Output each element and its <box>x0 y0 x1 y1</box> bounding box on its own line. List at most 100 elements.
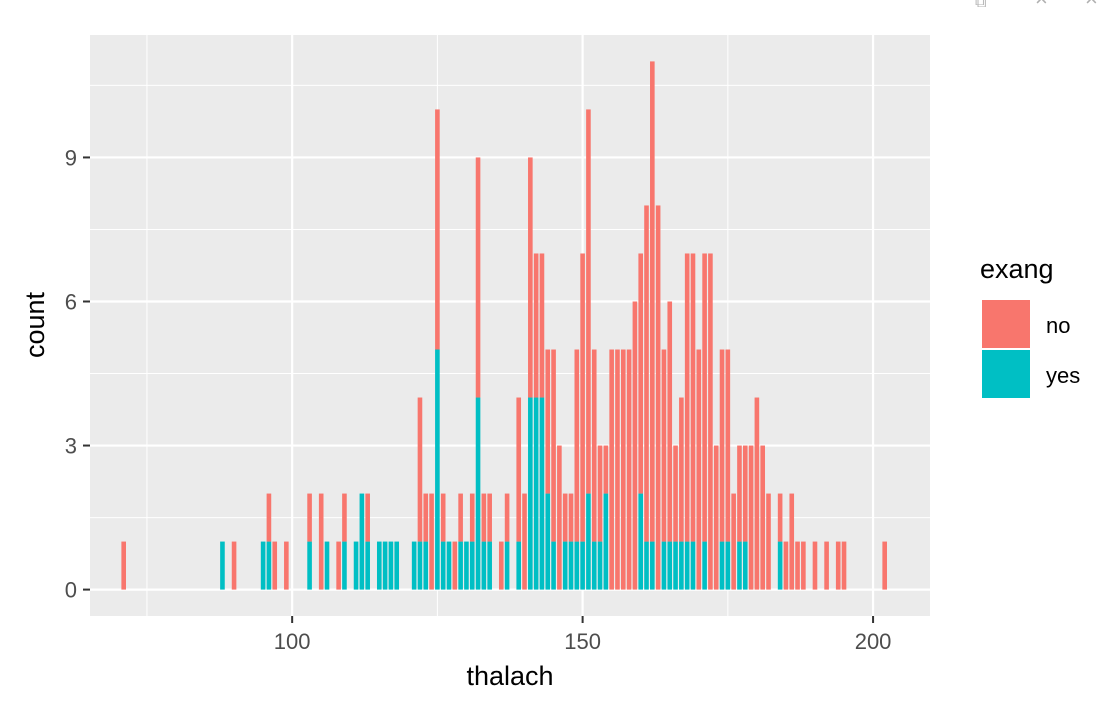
bar-yes <box>539 397 545 590</box>
bar-no <box>841 541 847 590</box>
bar-no <box>684 253 690 542</box>
bar-no <box>551 349 556 542</box>
y-axis-title: count <box>20 291 50 358</box>
bar-no <box>609 349 614 590</box>
bar-no <box>574 349 580 542</box>
bar-no <box>121 541 126 590</box>
close-icon[interactable]: × <box>1035 0 1048 12</box>
bar-yes <box>307 541 312 590</box>
bar-yes <box>702 541 707 590</box>
bar-no <box>336 541 341 590</box>
y-axis: 0 3 6 9 <box>65 145 90 603</box>
bar-no <box>423 493 429 542</box>
bar-no <box>562 493 568 542</box>
bar-no <box>487 493 492 542</box>
bar-no <box>272 541 278 590</box>
bar-no <box>522 493 527 590</box>
legend-title: exang <box>980 254 1054 284</box>
popout-icon[interactable]: ⧉ <box>975 0 987 11</box>
bar-no <box>795 541 800 590</box>
bars <box>121 61 887 590</box>
bar-no <box>580 253 585 542</box>
bar-yes <box>487 541 492 590</box>
bar-no <box>702 253 707 542</box>
close-icon[interactable]: × <box>1085 0 1098 12</box>
bar-no <box>284 541 289 590</box>
bar-no <box>615 349 620 590</box>
bar-yes <box>353 541 359 590</box>
bar-yes <box>679 541 684 590</box>
bar-yes <box>568 541 574 590</box>
bar-no <box>754 397 760 590</box>
bar-yes <box>359 493 365 590</box>
bar-yes <box>667 541 673 590</box>
bar-yes <box>266 541 272 590</box>
y-tick-label: 6 <box>65 289 77 314</box>
bar-no <box>690 253 696 542</box>
bar-no <box>655 205 661 590</box>
bar-no <box>603 445 609 494</box>
bar-no <box>533 253 539 398</box>
y-tick-label: 3 <box>65 434 77 459</box>
bar-yes <box>574 541 580 590</box>
bar-yes <box>376 541 382 590</box>
bar-no <box>760 445 766 590</box>
bar-no <box>719 349 725 542</box>
bar-no <box>789 493 795 590</box>
legend-key-no <box>982 300 1030 348</box>
bar-yes <box>342 541 347 590</box>
bar-yes <box>324 541 330 590</box>
bar-no <box>638 253 644 494</box>
bar-no <box>632 301 638 590</box>
bar-no <box>882 541 887 590</box>
bar-no <box>801 541 806 590</box>
bar-yes <box>220 541 225 590</box>
bar-no <box>475 157 481 398</box>
bar-yes <box>719 541 725 590</box>
legend-label-no: no <box>1046 313 1070 338</box>
bar-yes <box>446 541 452 590</box>
bar-yes <box>597 541 603 590</box>
bar-yes <box>516 541 522 590</box>
bar-yes <box>504 541 510 590</box>
bar-no <box>696 349 702 590</box>
x-axis: 100 150 200 <box>274 616 892 654</box>
bar-yes <box>533 397 539 590</box>
bar-yes <box>382 541 388 590</box>
legend-label-yes: yes <box>1046 363 1080 388</box>
bar-no <box>737 445 742 542</box>
y-tick-label: 0 <box>65 578 77 603</box>
bar-yes <box>440 541 446 590</box>
bar-yes <box>586 493 591 590</box>
bar-no <box>667 301 673 542</box>
bar-no <box>452 541 458 590</box>
x-tick-label: 200 <box>855 629 892 654</box>
bar-yes <box>481 541 487 590</box>
bar-yes <box>423 541 429 590</box>
bar-no <box>429 493 434 590</box>
bar-yes <box>475 397 481 590</box>
bar-no <box>568 493 574 542</box>
bar-no <box>824 541 829 590</box>
bar-yes <box>551 541 556 590</box>
x-tick-label: 150 <box>564 629 601 654</box>
bar-yes <box>435 349 440 590</box>
bar-yes <box>737 541 742 590</box>
bar-no <box>440 493 446 542</box>
bar-yes <box>260 541 266 590</box>
bar-yes <box>725 541 731 590</box>
bar-no <box>679 397 684 542</box>
bar-no <box>620 349 626 590</box>
bar-yes <box>528 397 533 590</box>
x-tick-label: 100 <box>274 629 311 654</box>
bar-yes <box>684 541 690 590</box>
bar-no <box>591 349 597 542</box>
bar-yes <box>411 541 417 590</box>
bar-no <box>650 61 655 542</box>
bar-no <box>516 397 522 542</box>
bar-no <box>742 445 748 542</box>
bar-no <box>661 349 667 542</box>
bar-no <box>777 493 783 542</box>
bar-no <box>748 445 754 590</box>
bar-no <box>626 349 632 590</box>
